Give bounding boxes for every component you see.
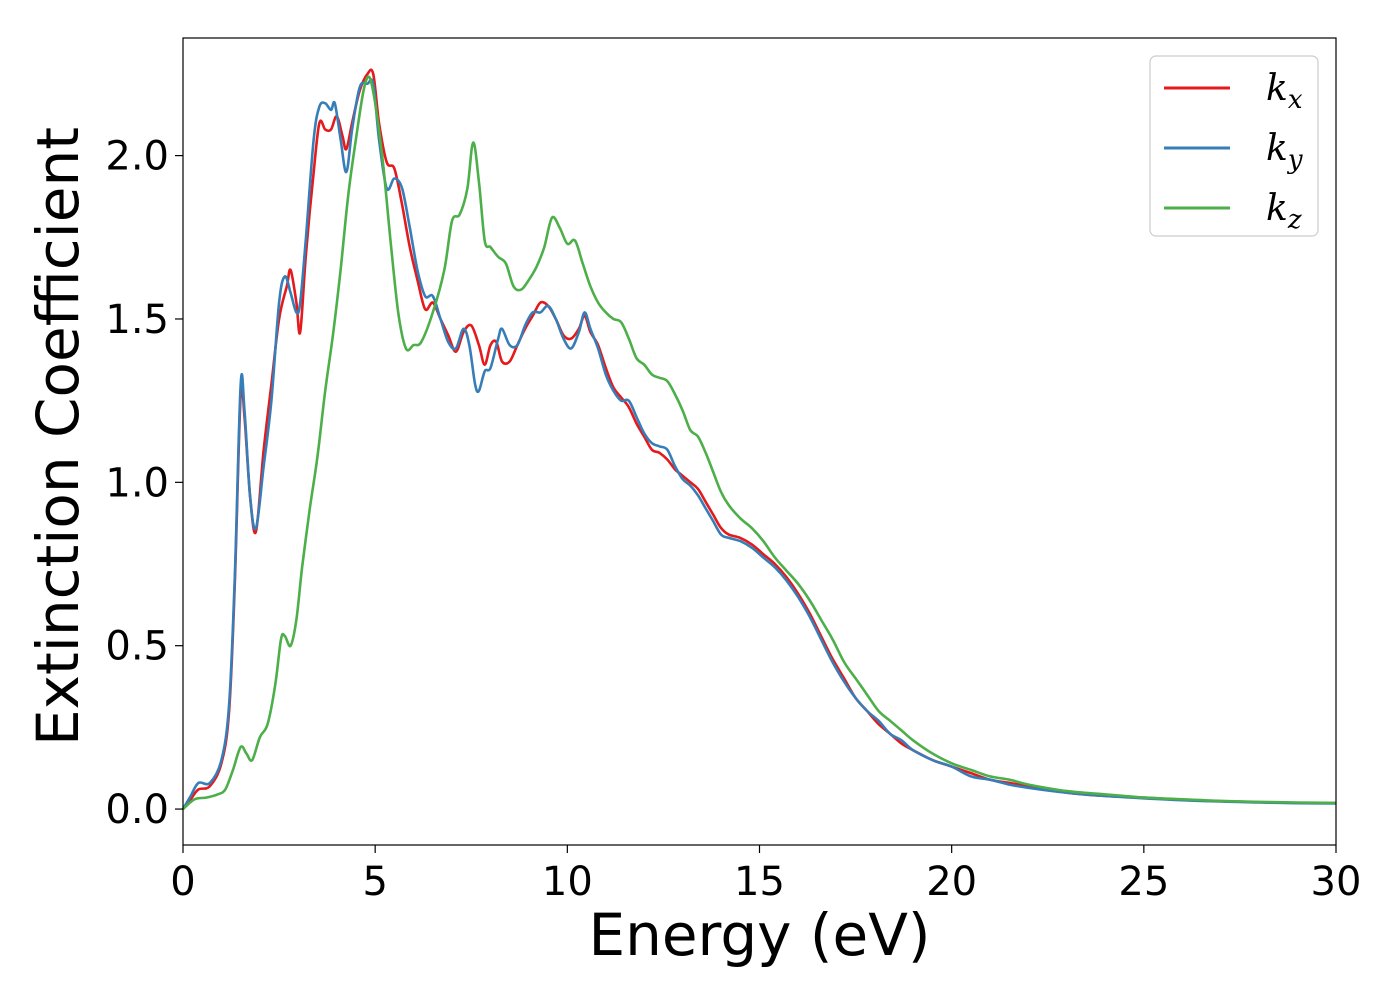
series-line-ky bbox=[181, 78, 1337, 810]
x-tick-label: 10 bbox=[542, 859, 593, 905]
x-tick-label: 15 bbox=[734, 859, 785, 905]
legend-label-kz: kz bbox=[1266, 188, 1302, 235]
x-axis-label: Energy (eV) bbox=[588, 901, 930, 969]
y-tick-label: 1.5 bbox=[105, 297, 169, 343]
y-tick-label: 0.0 bbox=[105, 787, 169, 833]
x-tick-label: 20 bbox=[926, 859, 977, 905]
y-tick-label: 0.5 bbox=[105, 624, 169, 670]
x-axis: 0 5 10 15 20 25 30 bbox=[170, 845, 1361, 905]
y-tick-label: 1.0 bbox=[105, 460, 169, 506]
series-line-kz bbox=[182, 75, 1337, 811]
y-tick-label: 2.0 bbox=[105, 134, 169, 180]
legend-label-kx: kx bbox=[1266, 68, 1303, 115]
legend-box bbox=[1149, 55, 1319, 237]
legend: kx ky kz bbox=[1149, 55, 1319, 237]
plot-lines bbox=[181, 68, 1337, 811]
x-tick-label: 30 bbox=[1311, 859, 1362, 905]
legend-label-ky: ky bbox=[1266, 128, 1303, 175]
y-axis-label: Extinction Coefficient bbox=[24, 127, 92, 746]
y-axis: 0.0 0.5 1.0 1.5 2.0 bbox=[105, 134, 183, 833]
x-tick-label: 25 bbox=[1118, 859, 1169, 905]
x-tick-label: 0 bbox=[170, 859, 195, 905]
x-tick-label: 5 bbox=[362, 859, 387, 905]
